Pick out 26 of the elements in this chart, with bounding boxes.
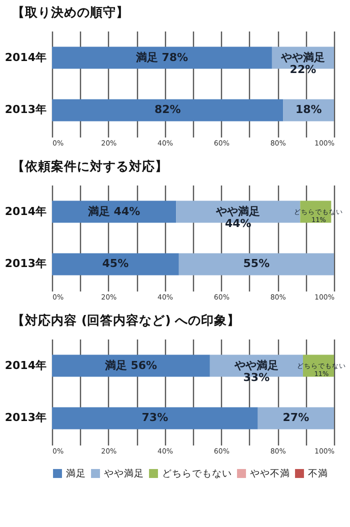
legend-label: やや不満: [250, 468, 290, 480]
data-label: 45%: [102, 257, 129, 270]
data-label: 73%: [142, 411, 168, 424]
data-label: やや満足 44%: [215, 204, 260, 230]
legend-label: どちらでもない: [162, 468, 232, 480]
data-label: 満足 44%: [86, 204, 140, 218]
legend-label: 満足: [66, 468, 86, 480]
y-tick-label: 2013年: [4, 103, 46, 116]
data-label: やや満足 33%: [233, 358, 278, 384]
chart-title: 【取り決めの順守】: [12, 4, 129, 20]
data-label: 満足 78%: [134, 50, 188, 64]
y-tick-label: 2014年: [4, 204, 46, 218]
legend-label: 不満: [308, 468, 328, 480]
data-label: 18%: [295, 103, 322, 116]
data-label: 27%: [282, 411, 310, 424]
y-tick-label: 2014年: [4, 50, 46, 64]
y-tick-label: 2013年: [4, 411, 46, 424]
y-tick-label: 2013年: [4, 257, 46, 270]
data-label: やや満足 22%: [280, 50, 325, 76]
y-tick-label: 2014年: [4, 358, 46, 372]
data-label: 82%: [154, 103, 181, 116]
data-label: 満足 56%: [104, 358, 158, 372]
chart-title: 【対応内容 (回答内容など) への印象】: [12, 312, 240, 328]
chart-title: 【依頼案件に対する対応】: [12, 158, 168, 174]
data-label: 55%: [243, 257, 270, 270]
legend-label: やや満足: [104, 468, 144, 480]
